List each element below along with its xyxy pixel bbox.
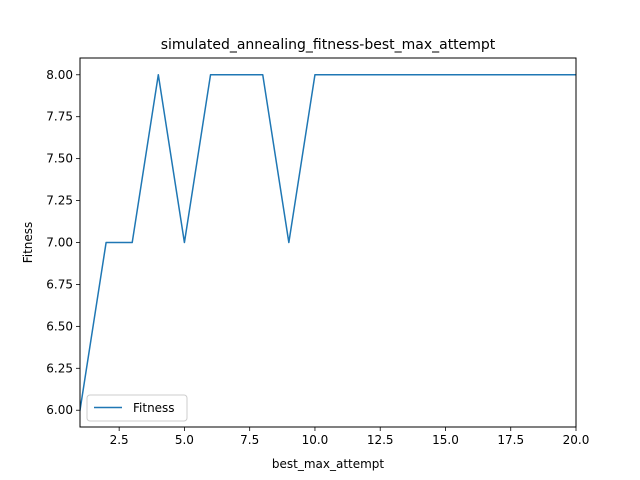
- x-tick-label: 12.5: [367, 433, 394, 447]
- y-axis-label: Fitness: [21, 222, 35, 264]
- legend-label-fitness: Fitness: [133, 401, 175, 415]
- y-tick-label: 6.00: [46, 403, 73, 417]
- x-tick-label: 17.5: [497, 433, 524, 447]
- x-tick-label: 10.0: [302, 433, 329, 447]
- x-axis-label: best_max_attempt: [272, 457, 385, 471]
- y-axis: 6.00 6.25 6.50 6.75 7.00 7.25 7.50 7.75 8.00: [46, 68, 80, 417]
- y-tick-label: 6.25: [46, 361, 73, 375]
- chart-title: simulated_annealing_fitness-best_max_att…: [161, 37, 496, 53]
- x-tick-label: 20.0: [563, 433, 590, 447]
- y-tick-label: 6.50: [46, 319, 73, 333]
- legend: Fitness: [86, 394, 188, 422]
- x-tick-label: 5.0: [175, 433, 194, 447]
- legend-box: [86, 394, 188, 422]
- axes-frame: [79, 57, 577, 428]
- x-tick-label: 15.0: [432, 433, 459, 447]
- plot-area: [80, 74, 576, 412]
- series-line-fitness: [80, 74, 576, 412]
- y-tick-label: 7.50: [46, 152, 73, 166]
- x-tick-label: 2.5: [110, 433, 129, 447]
- x-axis: 2.5 5.0 7.5 10.0 12.5 15.0 17.5 20.0: [110, 427, 590, 447]
- y-tick-label: 7.00: [46, 236, 73, 250]
- y-tick-label: 7.75: [46, 110, 73, 124]
- y-tick-label: 6.75: [46, 277, 73, 291]
- x-tick-label: 7.5: [240, 433, 259, 447]
- y-tick-label: 8.00: [46, 68, 73, 82]
- y-tick-label: 7.25: [46, 194, 73, 208]
